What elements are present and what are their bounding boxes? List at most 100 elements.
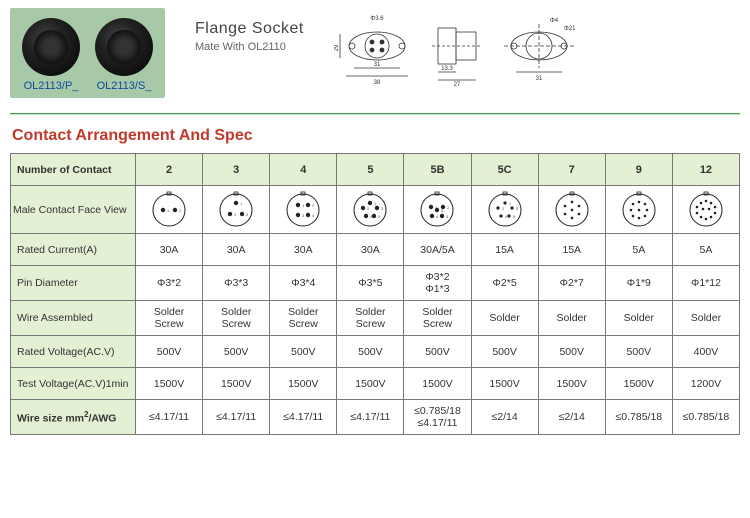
spec-cell: 1500V bbox=[605, 368, 672, 400]
table-row: Test Voltage(AC.V)1min1500V1500V1500V150… bbox=[11, 368, 740, 400]
row-label-cell: Pin Diameter bbox=[11, 266, 136, 301]
spec-cell: 12345 bbox=[337, 186, 404, 234]
column-header: 9 bbox=[605, 154, 672, 186]
spec-cell: ≤2/14 bbox=[471, 400, 538, 435]
svg-text:1: 1 bbox=[302, 203, 305, 208]
section-divider bbox=[10, 113, 740, 115]
svg-text:1: 1 bbox=[167, 208, 170, 213]
drawing-side: 13.3 27 bbox=[428, 10, 488, 88]
spec-cell: Φ1*9 bbox=[605, 266, 672, 301]
spec-cell: ≤2/14 bbox=[538, 400, 605, 435]
spec-cell bbox=[672, 186, 739, 234]
spec-cell: Φ2*7 bbox=[538, 266, 605, 301]
spec-cell: Solder bbox=[605, 301, 672, 336]
svg-text:1: 1 bbox=[374, 201, 377, 206]
product-item: OL2113/P_ bbox=[22, 18, 80, 92]
svg-text:2: 2 bbox=[502, 206, 505, 211]
spec-cell: 1500V bbox=[538, 368, 605, 400]
spec-cell: 15A bbox=[471, 234, 538, 266]
spec-cell: ≤4.17/11 bbox=[136, 400, 203, 435]
spec-cell: 30A bbox=[136, 234, 203, 266]
svg-text:29: 29 bbox=[334, 44, 340, 51]
table-row: Wire size mm2/AWG≤4.17/11≤4.17/11≤4.17/1… bbox=[11, 400, 740, 435]
spec-cell: 123 bbox=[203, 186, 270, 234]
spec-cell: 500V bbox=[605, 336, 672, 368]
svg-text:31: 31 bbox=[373, 62, 380, 68]
spec-cell bbox=[538, 186, 605, 234]
column-header: 12 bbox=[672, 154, 739, 186]
spec-cell: 30A bbox=[337, 234, 404, 266]
top-section: OL2113/P_ OL2113/S_ Flange Socket Mate W… bbox=[0, 0, 750, 113]
spec-cell: ≤4.17/11 bbox=[270, 400, 337, 435]
section-title: Contact Arrangement And Spec bbox=[0, 123, 750, 153]
product-label: OL2113/S_ bbox=[95, 80, 153, 92]
spec-cell: 1500V bbox=[337, 368, 404, 400]
spec-cell: Solder bbox=[538, 301, 605, 336]
svg-text:4: 4 bbox=[436, 214, 439, 219]
spec-cell: 500V bbox=[471, 336, 538, 368]
spec-cell: 1500V bbox=[203, 368, 270, 400]
spec-cell: ≤0.785/18 bbox=[672, 400, 739, 435]
spec-cell: Φ3*2Φ1*3 bbox=[404, 266, 471, 301]
spec-cell: ≤4.17/11 bbox=[203, 400, 270, 435]
spec-cell: 400V bbox=[672, 336, 739, 368]
spec-cell: 12345 bbox=[471, 186, 538, 234]
row-label-cell: Male Contact Face View bbox=[11, 186, 136, 234]
spec-table-body: Male Contact Face View121231234123451234… bbox=[11, 186, 740, 435]
spec-cell: 5A bbox=[605, 234, 672, 266]
svg-text:1: 1 bbox=[509, 201, 512, 206]
svg-text:Φ3.6: Φ3.6 bbox=[370, 16, 384, 22]
column-header: 5 bbox=[337, 154, 404, 186]
spec-cell: 500V bbox=[337, 336, 404, 368]
spec-cell: SolderScrew bbox=[337, 301, 404, 336]
svg-text:4: 4 bbox=[312, 213, 315, 218]
title-block: Flange Socket Mate With OL2110 bbox=[195, 8, 304, 53]
spec-cell: ≤0.785/18 bbox=[605, 400, 672, 435]
svg-text:5: 5 bbox=[446, 214, 449, 219]
spec-cell: 1500V bbox=[136, 368, 203, 400]
spec-cell bbox=[605, 186, 672, 234]
spec-cell: Φ1*12 bbox=[672, 266, 739, 301]
spec-cell: ≤4.17/11 bbox=[337, 400, 404, 435]
drawing-front: Φ3.6 29 31 38 bbox=[334, 10, 420, 88]
spec-cell: 30A bbox=[203, 234, 270, 266]
svg-text:38: 38 bbox=[373, 80, 380, 86]
spec-table: Number of Contact23455B5C7912 Male Conta… bbox=[10, 153, 740, 435]
column-header: 3 bbox=[203, 154, 270, 186]
svg-text:2: 2 bbox=[179, 208, 182, 213]
spec-cell: SolderScrew bbox=[136, 301, 203, 336]
spec-table-head: Number of Contact23455B5C7912 bbox=[11, 154, 740, 186]
product-images-box: OL2113/P_ OL2113/S_ bbox=[10, 8, 165, 98]
table-row: Pin DiameterΦ3*2Φ3*3Φ3*4Φ3*5Φ3*2Φ1*3Φ2*5… bbox=[11, 266, 740, 301]
drawing-back: Φ4 Φ21 31 bbox=[496, 10, 582, 88]
column-header: 5C bbox=[471, 154, 538, 186]
header-row: Number of Contact23455B5C7912 bbox=[11, 154, 740, 186]
svg-text:5: 5 bbox=[378, 214, 381, 219]
spec-cell: 500V bbox=[203, 336, 270, 368]
spec-cell: 1500V bbox=[270, 368, 337, 400]
product-subtitle: Mate With OL2110 bbox=[195, 41, 304, 53]
svg-text:13.3: 13.3 bbox=[441, 66, 453, 72]
spec-cell: Φ3*2 bbox=[136, 266, 203, 301]
product-photo-s bbox=[95, 18, 153, 76]
spec-cell: 1500V bbox=[404, 368, 471, 400]
product-title: Flange Socket bbox=[195, 20, 304, 38]
spec-cell: 30A/5A bbox=[404, 234, 471, 266]
svg-text:Φ21: Φ21 bbox=[564, 26, 576, 32]
svg-text:Φ4: Φ4 bbox=[550, 18, 559, 24]
spec-cell: 500V bbox=[538, 336, 605, 368]
row-label-cell: Rated Current(A) bbox=[11, 234, 136, 266]
spec-cell: 1200V bbox=[672, 368, 739, 400]
column-header: 5B bbox=[404, 154, 471, 186]
spec-cell: 1500V bbox=[471, 368, 538, 400]
column-header: 7 bbox=[538, 154, 605, 186]
table-row: Rated Voltage(AC.V)500V500V500V500V500V5… bbox=[11, 336, 740, 368]
spec-cell: SolderScrew bbox=[270, 301, 337, 336]
svg-text:3: 3 bbox=[381, 206, 384, 211]
product-photo-p bbox=[22, 18, 80, 76]
svg-text:3: 3 bbox=[302, 213, 305, 218]
spec-cell: 500V bbox=[404, 336, 471, 368]
table-row: Wire AssembledSolderScrewSolderScrewSold… bbox=[11, 301, 740, 336]
spec-cell: Solder bbox=[672, 301, 739, 336]
spec-cell: 1234 bbox=[270, 186, 337, 234]
